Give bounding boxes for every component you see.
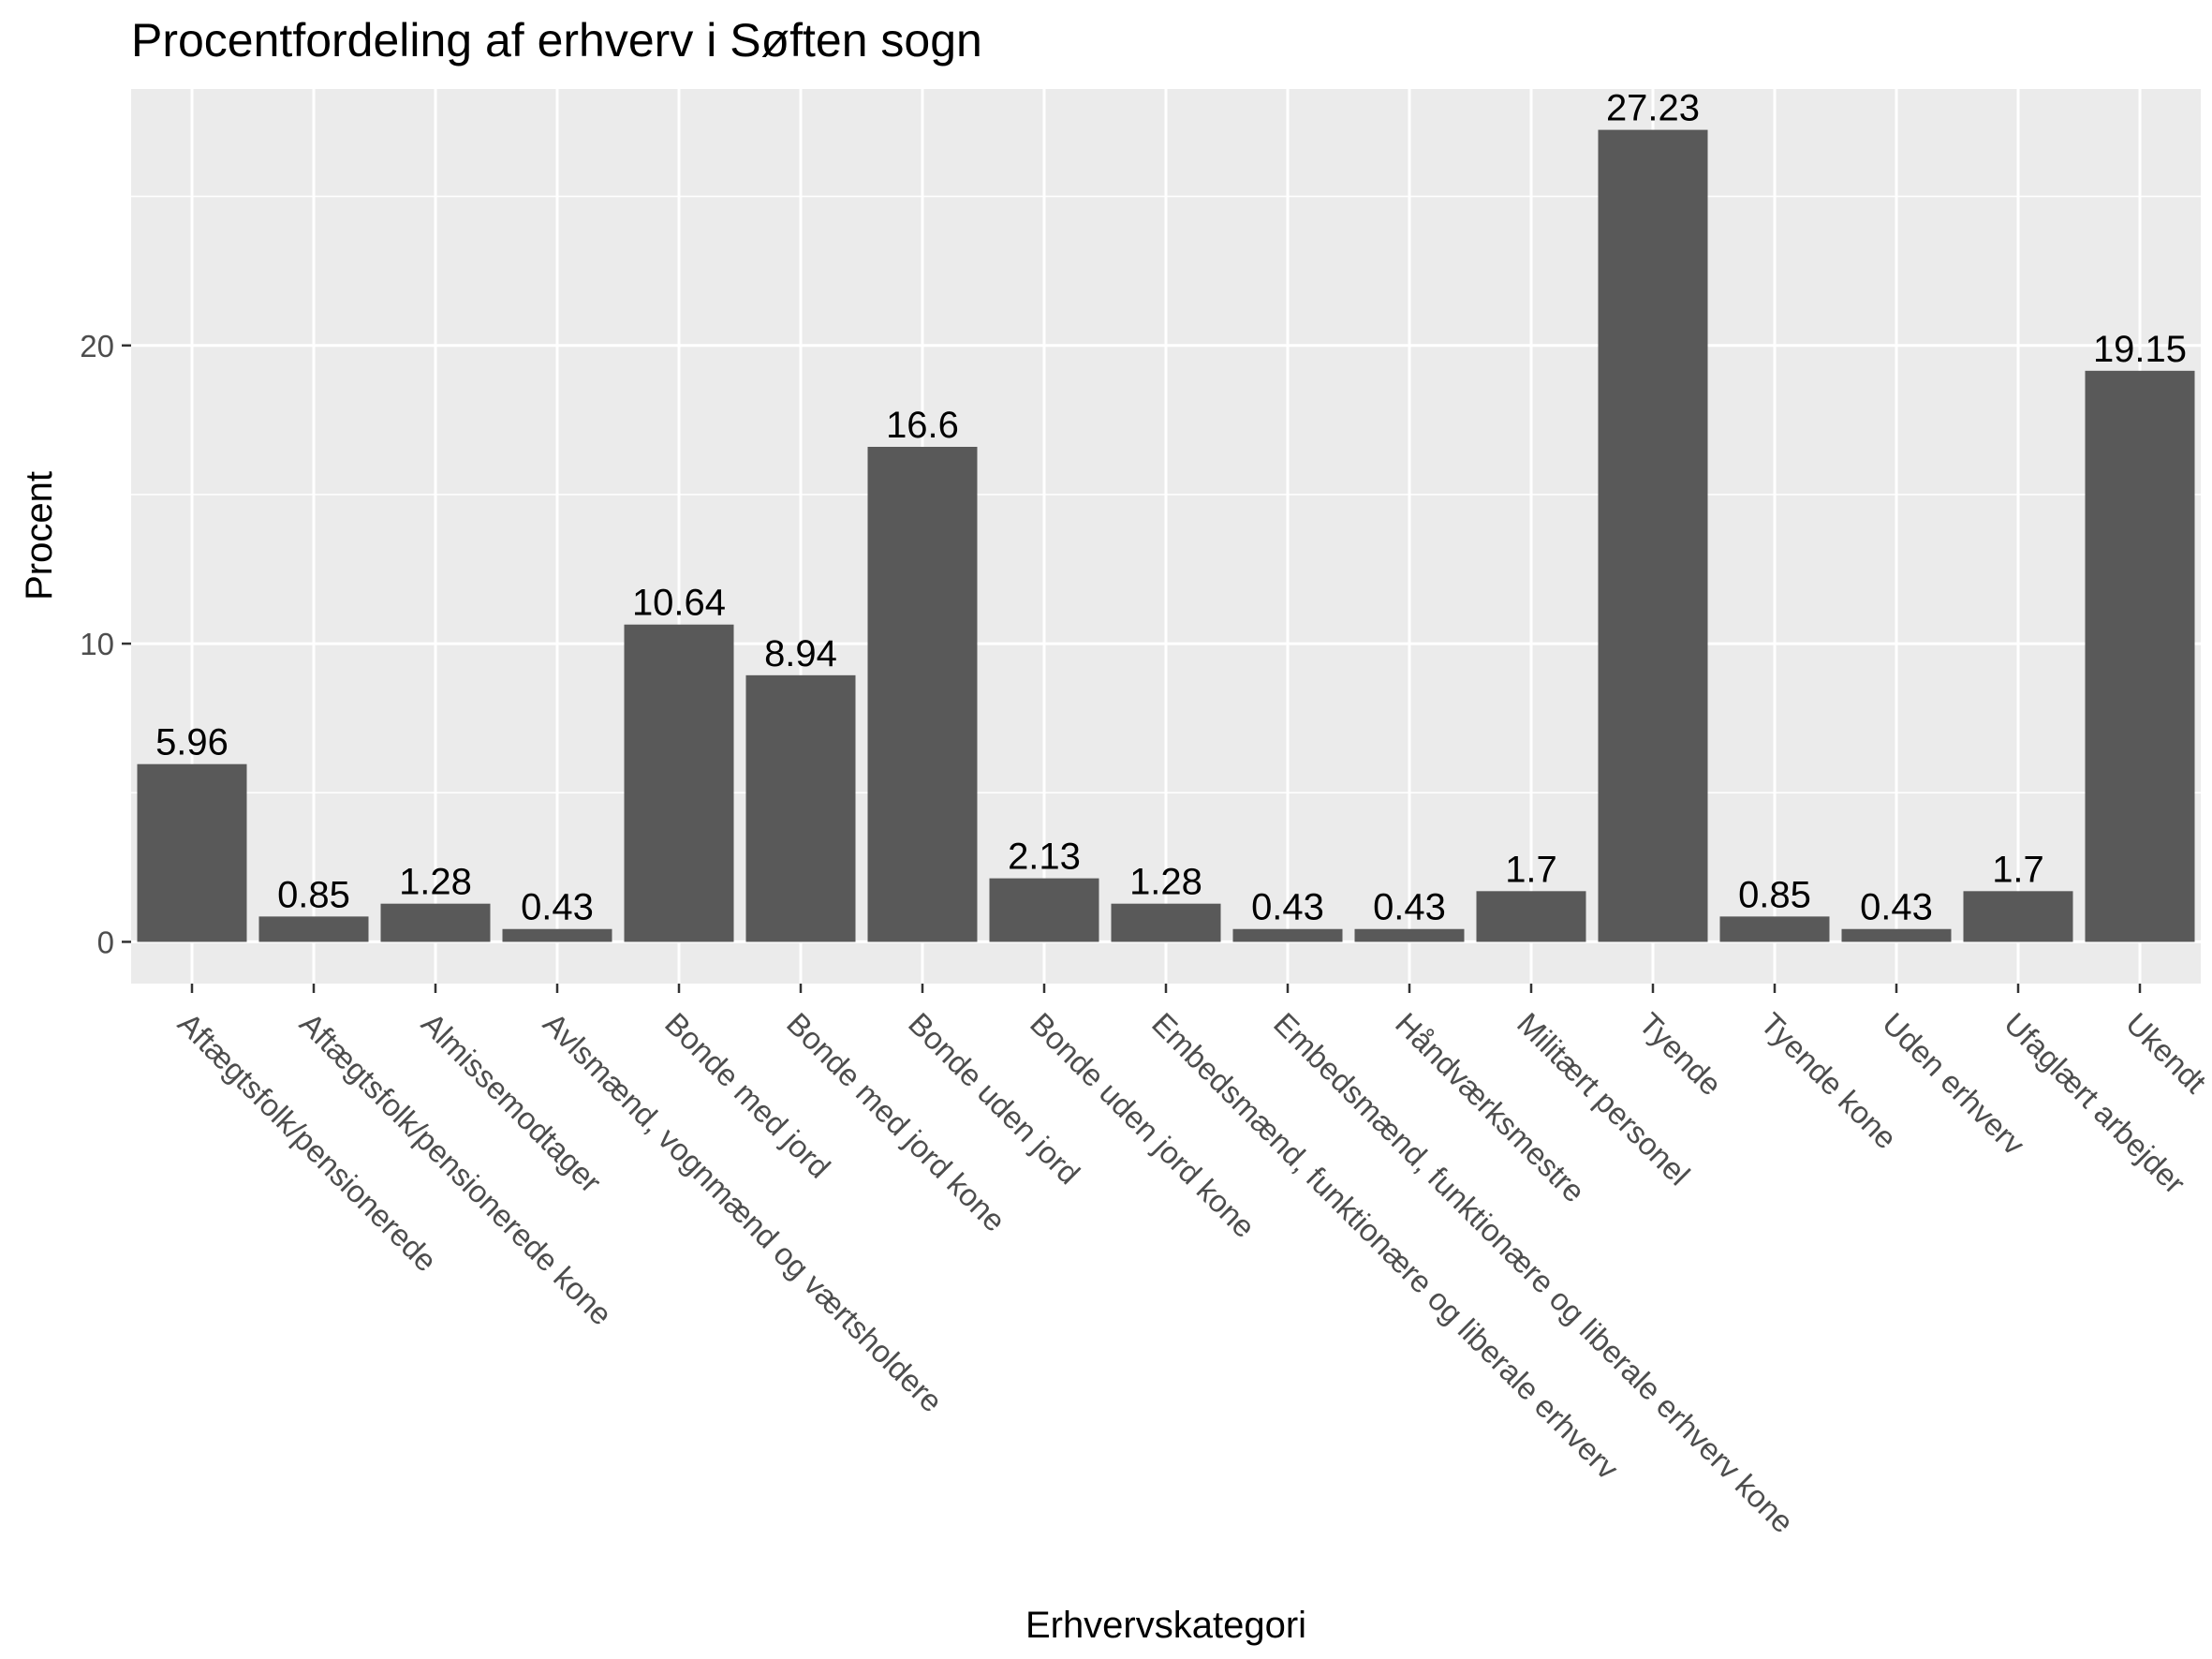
x-tick-label: Tyende [1632, 1006, 1729, 1103]
bar [1598, 129, 1708, 942]
data-label: 0.85 [1738, 874, 1811, 915]
data-label: 1.28 [399, 862, 472, 903]
bar [624, 624, 734, 942]
y-tick-label: 10 [80, 627, 114, 661]
x-tick-label: Bonde med jord kone [780, 1006, 1012, 1238]
bar [137, 763, 247, 942]
y-tick-label: 20 [80, 329, 114, 363]
data-label: 1.28 [1129, 862, 1202, 903]
data-label: 19.15 [2093, 329, 2187, 370]
x-tick-label: Aftægtsfolk/pensionerede [171, 1006, 444, 1279]
data-label: 2.13 [1008, 837, 1081, 878]
data-label: 27.23 [1606, 88, 1700, 129]
y-axis: 0 10 20 [80, 329, 131, 959]
bars [137, 129, 2195, 942]
x-tick-label: Bonde uden jord kone [1024, 1006, 1262, 1245]
data-label: 10.64 [632, 583, 726, 624]
bar [867, 447, 978, 942]
data-label: 0.43 [1860, 887, 1933, 928]
bar [989, 878, 1099, 942]
bar [258, 916, 369, 942]
data-label: 0.43 [1251, 887, 1324, 928]
bar [502, 928, 612, 942]
bar [1963, 891, 2073, 942]
bar [1476, 891, 1586, 942]
data-label: 1.7 [1992, 849, 2044, 890]
x-tick-label: Ukendt [2119, 1006, 2212, 1100]
y-axis-title: Procent [19, 471, 60, 600]
data-label: 8.94 [764, 633, 837, 674]
x-tick-label: Embedsmænd, funktionære og liberale erhv… [1267, 1006, 1801, 1540]
x-axis-title: Erhvervskategori [1025, 1605, 1306, 1646]
bar [2085, 370, 2195, 942]
y-tick-label: 0 [97, 925, 114, 959]
x-axis: Aftægtsfolk/pensioneredeAftægtsfolk/pens… [171, 984, 2212, 1539]
bar [1719, 916, 1830, 942]
bar [380, 903, 491, 942]
data-label: 16.6 [886, 405, 959, 446]
bar [1232, 928, 1343, 942]
data-label: 5.96 [155, 722, 229, 763]
x-tick-label: Embedsmænd, funktionære og liberale erhv… [1145, 1006, 1626, 1487]
data-label: 1.7 [1505, 849, 1557, 890]
bar [1354, 928, 1465, 942]
bar [745, 674, 856, 942]
data-labels: 5.96 0.85 1.28 0.43 10.64 8.94 16.6 2.13 1.28 0.4… [155, 88, 2187, 928]
data-label: 0.85 [277, 874, 350, 915]
data-label: 0.43 [521, 887, 594, 928]
chart-title: Procentfordeling af erhverv i Søften sog… [131, 14, 982, 67]
bar [1841, 928, 1952, 942]
data-label: 0.43 [1373, 887, 1446, 928]
bar [1111, 903, 1221, 942]
